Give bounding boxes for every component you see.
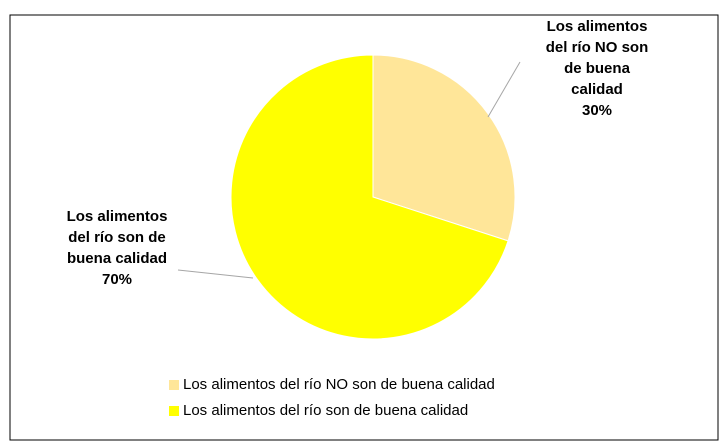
legend-label: Los alimentos del río son de buena calid… [183, 402, 468, 419]
data-label-value: 30% [582, 102, 612, 119]
pie-slice [372, 54, 516, 242]
data-label-value: 70% [102, 271, 132, 288]
pie-slice [230, 54, 509, 340]
leader-line [177, 269, 254, 279]
leader-line [487, 61, 521, 118]
legend-label: Los alimentos del río NO son de buena ca… [183, 376, 495, 393]
data-label-name: Los alimentos del río son de buena calidad [67, 208, 168, 267]
legend-swatch [169, 380, 179, 390]
legend-swatch [169, 406, 179, 416]
data-label-name: Los alimentos del río NO son de buena calid… [546, 18, 649, 98]
